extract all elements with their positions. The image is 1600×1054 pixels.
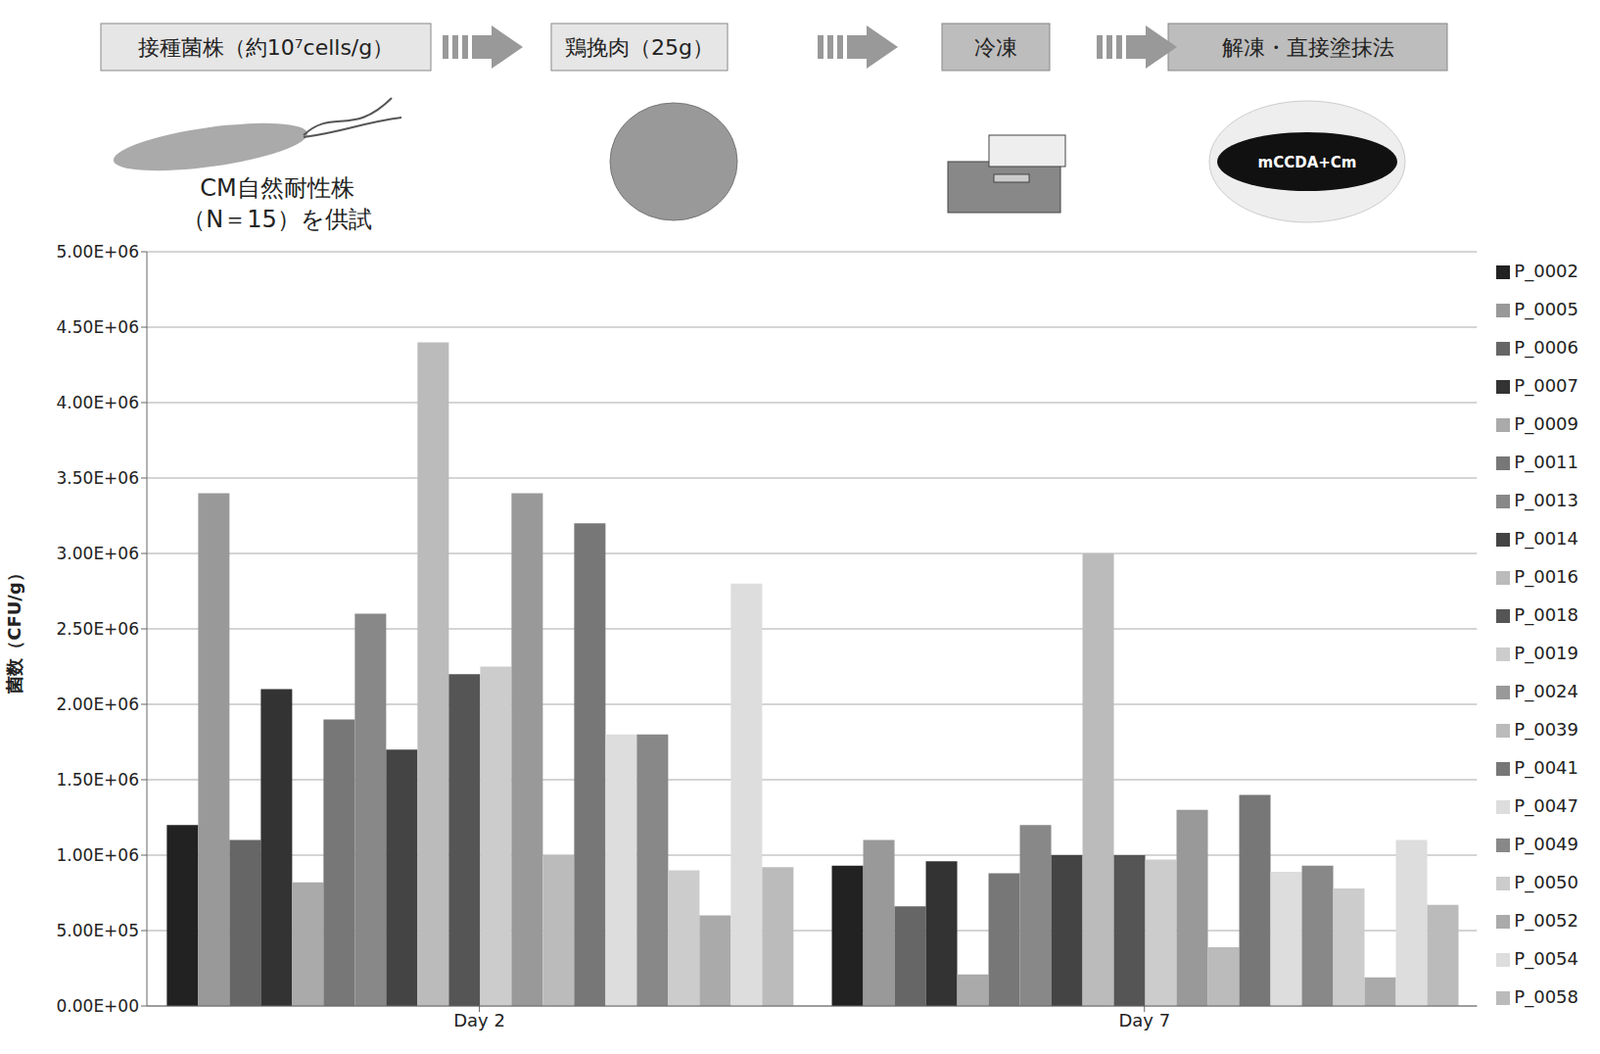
html-text:P_0052: P_0052 [1514, 909, 1579, 931]
svg-text:接種菌株（約10⁷cells/g）: 接種菌株（約10⁷cells/g） [138, 35, 395, 60]
html-text:P_0054: P_0054 [1514, 947, 1579, 969]
html-text:P_0009: P_0009 [1514, 413, 1579, 434]
svg-text:3.50E+06: 3.50E+06 [56, 468, 140, 488]
svg-text:CM自然耐性株: CM自然耐性株 [199, 174, 354, 202]
html-text:P_0058: P_0058 [1514, 986, 1579, 1007]
html-text:P_0049: P_0049 [1514, 833, 1579, 854]
svg-text:0.00E+00: 0.00E+00 [56, 995, 140, 1016]
html-text:P_0050: P_0050 [1514, 871, 1579, 893]
svg-text:解凍・直接塗抹法: 解凍・直接塗抹法 [1222, 35, 1395, 60]
svg-text:3.00E+06: 3.00E+06 [56, 543, 140, 564]
html-text:P_0047: P_0047 [1514, 795, 1579, 816]
html-text:P_0024: P_0024 [1514, 680, 1579, 702]
html-text:P_0016: P_0016 [1514, 565, 1579, 587]
svg-text:4.50E+06: 4.50E+06 [56, 317, 140, 337]
html-text:P_0011: P_0011 [1514, 451, 1579, 472]
svg-text:5.00E+05: 5.00E+05 [56, 920, 140, 941]
html-text:P_0018: P_0018 [1514, 604, 1579, 625]
html-text:P_0014: P_0014 [1514, 527, 1579, 549]
html-text:P_0039: P_0039 [1514, 718, 1579, 740]
html-text:P_0005: P_0005 [1514, 298, 1579, 320]
html-text:P_0007: P_0007 [1514, 375, 1579, 396]
svg-text:2.50E+06: 2.50E+06 [56, 618, 140, 639]
svg-text:mCCDA+Cm: mCCDA+Cm [1258, 153, 1358, 172]
svg-text:（N＝15）を供試: （N＝15）を供試 [182, 205, 373, 234]
html-text:P_0006: P_0006 [1514, 336, 1579, 358]
svg-text:1.00E+06: 1.00E+06 [56, 845, 140, 865]
svg-text:5.00E+06: 5.00E+06 [56, 241, 140, 262]
svg-text:Day 2: Day 2 [453, 1009, 506, 1031]
html-text:P_0019: P_0019 [1514, 642, 1579, 663]
svg-text:4.00E+06: 4.00E+06 [56, 392, 140, 413]
html-text:P_0013: P_0013 [1514, 489, 1579, 511]
html-text:P_0002: P_0002 [1514, 260, 1579, 282]
svg-text:鶏挽肉（25g）: 鶏挽肉（25g） [564, 35, 714, 60]
svg-text:2.00E+06: 2.00E+06 [56, 694, 140, 714]
svg-text:1.50E+06: 1.50E+06 [56, 769, 140, 790]
svg-text:Day 7: Day 7 [1118, 1009, 1171, 1031]
svg-text:菌数（CFU/g）: 菌数（CFU/g） [3, 564, 25, 695]
svg-text:冷凍: 冷凍 [974, 35, 1018, 60]
html-text:P_0041: P_0041 [1514, 756, 1579, 778]
